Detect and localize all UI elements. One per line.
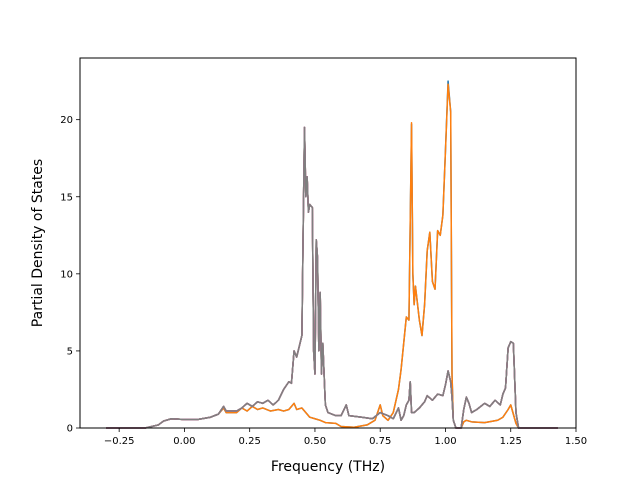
x-tick-label: −0.25 bbox=[104, 436, 135, 447]
y-axis: 0 5 10 15 20 bbox=[60, 115, 80, 435]
x-tick-label: 0.00 bbox=[173, 436, 195, 447]
y-tick-label: 5 bbox=[67, 346, 73, 357]
x-tick-label: 0.75 bbox=[369, 436, 391, 447]
y-tick-label: 0 bbox=[67, 424, 73, 435]
plot-frame bbox=[79, 57, 577, 429]
x-axis-label: Frequency (THz) bbox=[271, 459, 385, 475]
y-tick-label: 20 bbox=[60, 115, 73, 126]
x-tick-label: 1.25 bbox=[500, 436, 522, 447]
y-axis-label: Partial Density of States bbox=[30, 159, 46, 327]
x-tick-label: 0.50 bbox=[304, 436, 326, 447]
x-axis: −0.25 0.00 0.25 0.50 0.75 1.00 1.25 1.50 bbox=[104, 428, 587, 447]
x-tick-label: 1.00 bbox=[434, 436, 456, 447]
x-tick-label: 0.25 bbox=[239, 436, 261, 447]
y-tick-label: 10 bbox=[60, 269, 73, 280]
y-tick-label: 15 bbox=[60, 192, 73, 203]
series-layer bbox=[106, 80, 558, 429]
series-line-8 bbox=[106, 126, 558, 429]
x-tick-label: 1.50 bbox=[565, 436, 587, 447]
